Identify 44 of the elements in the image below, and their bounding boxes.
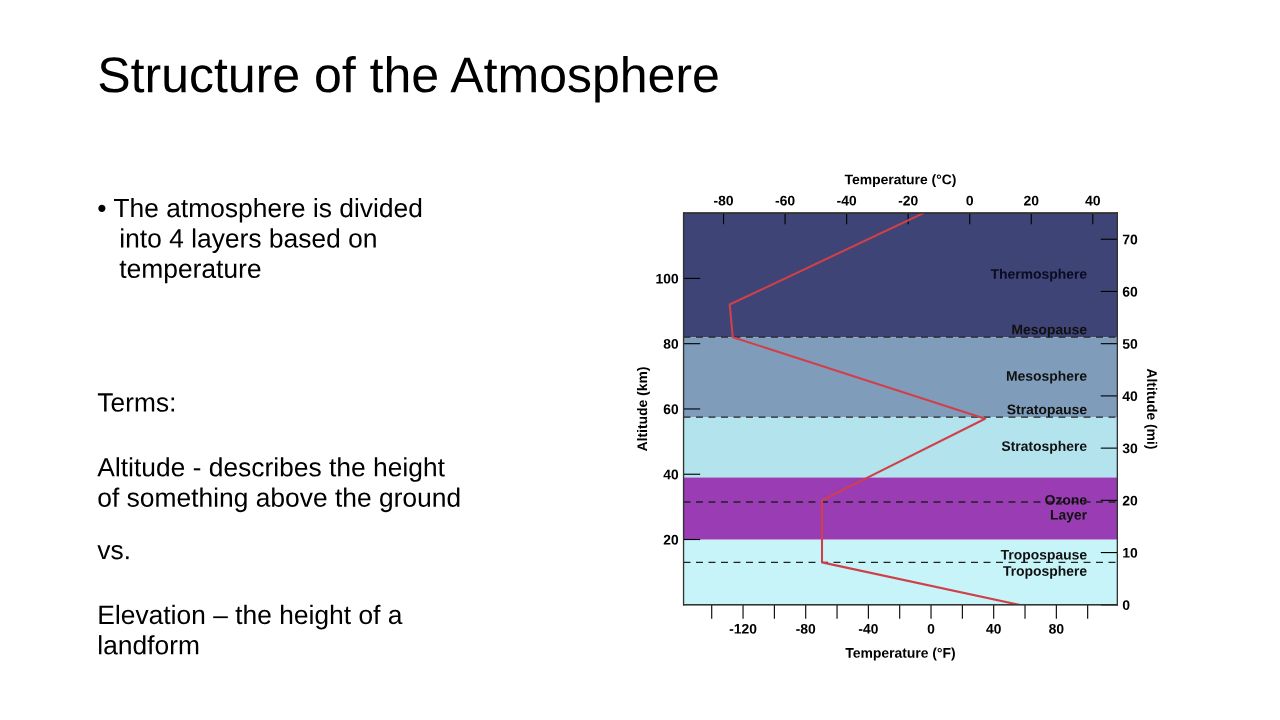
ref-line-label: Tropospause xyxy=(1000,549,1087,563)
y2-axis-title: Altitude (mi) xyxy=(1144,368,1158,449)
band-label: Troposphere xyxy=(1003,565,1087,579)
x2-tick-label: 0 xyxy=(966,195,974,206)
band-label: Mesosphere xyxy=(1006,370,1087,384)
y-tick-label: 60 xyxy=(663,404,679,415)
y-tick-label: 100 xyxy=(656,273,679,284)
y2-tick-label: 30 xyxy=(1122,443,1138,454)
x-tick-label: 0 xyxy=(927,623,935,634)
x2-tick-label: -80 xyxy=(714,195,733,206)
x-tick-label: -120 xyxy=(729,623,757,634)
ref-line-label: Stratopause xyxy=(1007,404,1087,418)
x-tick-label: -80 xyxy=(796,623,816,634)
y2-tick-label: 0 xyxy=(1122,600,1130,610)
text: Altitude - describes the height of something above the ground xyxy=(97,457,460,513)
x-tick-label: 40 xyxy=(986,623,1001,634)
ref-line-label: Mesopause xyxy=(1012,324,1087,338)
x2-tick-label: 40 xyxy=(1085,195,1100,206)
y2-tick-label: 20 xyxy=(1122,495,1138,506)
chart-title: Structure of the Atmosphere xyxy=(99,55,718,103)
y2-tick-label: 40 xyxy=(1122,391,1138,402)
y-tick-label: 80 xyxy=(663,339,679,349)
band-label: Ozone Layer xyxy=(1045,494,1087,523)
text: • The atmosphere is divided into 4 layers based on temperature xyxy=(98,198,422,284)
y2-tick-label: 60 xyxy=(1122,286,1138,297)
y2-tick-label: 50 xyxy=(1122,339,1138,349)
text: Terms: xyxy=(97,393,175,412)
x-tick-label: -40 xyxy=(858,623,878,634)
y2-tick-label: 10 xyxy=(1123,547,1138,558)
x-axis-title: Temperature (°F) xyxy=(845,647,955,661)
x2-tick-label: 20 xyxy=(1024,195,1039,206)
x2-tick-label: -20 xyxy=(898,195,918,206)
text: Elevation – the height of a landform xyxy=(99,604,403,655)
y2-tick-label: 70 xyxy=(1122,234,1138,245)
band-label: Stratosphere xyxy=(1001,440,1087,454)
x2-tick-label: -60 xyxy=(775,195,795,206)
y-axis-title: Altitude (km) xyxy=(636,367,650,452)
y-tick-label: 40 xyxy=(663,469,679,480)
x-tick-label: 80 xyxy=(1049,623,1064,634)
text: vs. xyxy=(97,544,129,560)
x2-tick-label: -40 xyxy=(837,195,857,206)
band-label: Thermosphere xyxy=(990,268,1087,282)
y-tick-label: 20 xyxy=(663,534,679,545)
x2-axis-title: Temperature (°C) xyxy=(844,174,956,188)
